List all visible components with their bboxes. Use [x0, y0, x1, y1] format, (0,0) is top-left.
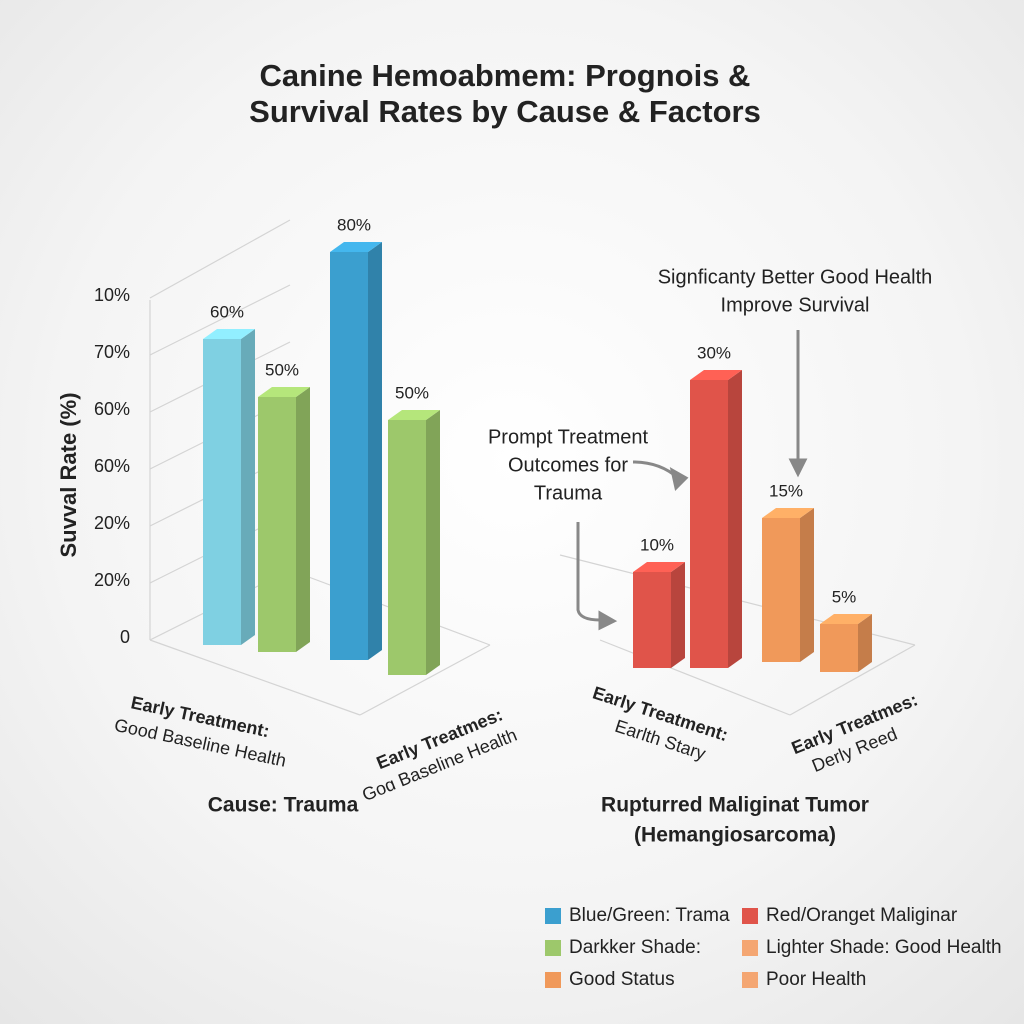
value-label: 50%	[395, 383, 429, 402]
annotation: Improve Survival	[721, 294, 870, 316]
value-label: 60%	[210, 302, 244, 321]
bar-top	[258, 387, 310, 397]
value-label: 10%	[640, 535, 674, 554]
group-title: Cause: Trauma	[208, 794, 359, 817]
bar	[820, 614, 872, 672]
y-tick-label: 20%	[94, 513, 130, 533]
bar	[330, 242, 382, 660]
value-label: 30%	[697, 343, 731, 362]
bar-top	[690, 370, 742, 380]
legend-label: Darkker Shade:	[569, 937, 701, 958]
value-label: 50%	[265, 360, 299, 379]
annotation-arrows	[576, 330, 808, 631]
bar-top	[633, 562, 685, 572]
y-tick-label: 70%	[94, 342, 130, 362]
bar-front	[388, 420, 426, 675]
value-label: 15%	[769, 481, 803, 500]
legend-swatch	[545, 940, 561, 956]
bar-side	[858, 614, 872, 672]
bar-front	[762, 518, 800, 662]
legend-label: Red/Oranget Maliginar	[766, 905, 958, 926]
y-tick-label: 0	[120, 627, 130, 647]
legend-label: Blue/Green: Trama	[569, 905, 730, 926]
bar-front	[690, 380, 728, 668]
y-tick-label: 60%	[94, 399, 130, 419]
bar	[258, 387, 310, 652]
bar-side	[800, 508, 814, 662]
bar	[388, 410, 440, 675]
value-label: 5%	[832, 587, 857, 606]
bar-top	[388, 410, 440, 420]
legend-swatch	[742, 972, 758, 988]
bar-side	[368, 242, 382, 660]
bar	[690, 370, 742, 668]
y-tick-label: 60%	[94, 456, 130, 476]
annotation: Outcomes for	[508, 454, 628, 476]
y-axis-label: Suvval Rate (%)	[56, 392, 81, 557]
legend-swatch	[545, 908, 561, 924]
bar-front	[330, 252, 368, 660]
bar-side	[241, 329, 255, 645]
group-title: (Hemangiosarcoma)	[634, 824, 836, 847]
legend-swatch	[545, 972, 561, 988]
bar-front	[633, 572, 671, 668]
legend-swatch	[742, 908, 758, 924]
legend-label: Good Status	[569, 969, 675, 990]
bar-side	[296, 387, 310, 652]
bar-side	[426, 410, 440, 675]
annotation: Prompt Treatment	[488, 426, 649, 448]
bar	[762, 508, 814, 662]
value-label: 80%	[337, 215, 371, 234]
chart-title: Canine Hemoabmem: Prognois &	[260, 58, 751, 93]
group-title: Rupturred Maliginat Tumor	[601, 794, 869, 817]
bar-front	[258, 397, 296, 652]
legend-swatch	[742, 940, 758, 956]
annotation: Signficanty Better Good Health	[658, 266, 933, 288]
bar-top	[203, 329, 255, 339]
bar-side	[728, 370, 742, 668]
bar-side	[671, 562, 685, 668]
bar-front	[820, 624, 858, 672]
bar	[633, 562, 685, 668]
y-tick-label: 20%	[94, 570, 130, 590]
bar-front	[203, 339, 241, 645]
legend-label: Poor Health	[766, 969, 866, 990]
legend-label: Lighter Shade: Good Health	[766, 937, 1002, 958]
annotation: Trauma	[534, 482, 603, 504]
y-tick-label: 10%	[94, 285, 130, 305]
bar	[203, 329, 255, 645]
bar-top	[330, 242, 382, 252]
chart-title: Survival Rates by Cause & Factors	[249, 94, 761, 129]
bar-top	[820, 614, 872, 624]
bar-top	[762, 508, 814, 518]
